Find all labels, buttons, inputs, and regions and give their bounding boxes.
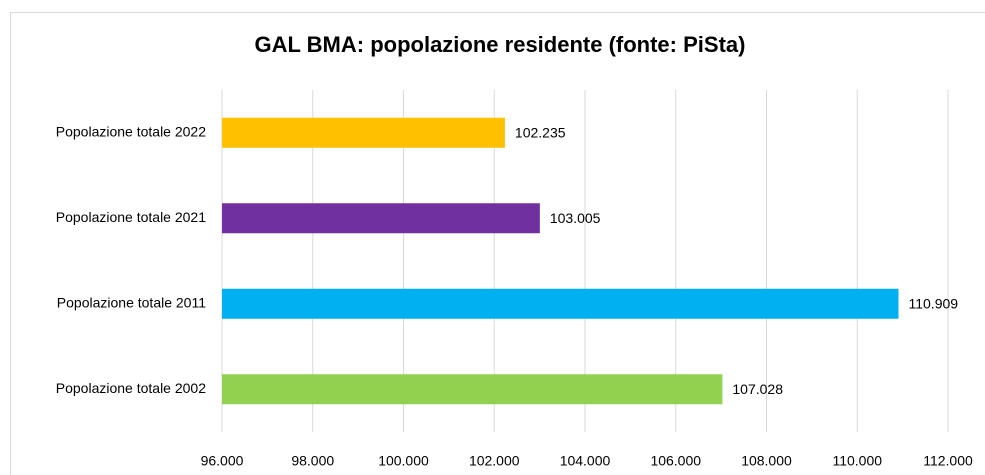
x-tick-label: 104.000 <box>560 453 611 469</box>
y-tick-label: Popolazione totale 2002 <box>56 380 206 396</box>
x-tick-label: 106.000 <box>650 453 701 469</box>
x-tick-label: 100.000 <box>378 453 429 469</box>
y-tick-label: Popolazione totale 2022 <box>56 123 206 139</box>
x-tick-label: 108.000 <box>741 453 792 469</box>
value-label: 102.235 <box>515 124 566 140</box>
value-label: 107.028 <box>732 381 783 397</box>
y-tick-label: Popolazione totale 2011 <box>57 294 206 310</box>
value-label: 103.005 <box>550 210 601 226</box>
x-tick-label: 110.000 <box>832 453 882 469</box>
y-tick-label: Popolazione totale 2021 <box>56 209 206 225</box>
x-tick-label: 112.000 <box>923 453 973 469</box>
chart-frame <box>10 12 985 475</box>
x-tick-label: 102.000 <box>469 453 520 469</box>
chart-title: GAL BMA: popolazione residente (fonte: P… <box>255 32 746 57</box>
bar <box>222 288 899 319</box>
x-tick-label: 98.000 <box>291 453 334 469</box>
x-tick-label: 96.000 <box>201 453 244 469</box>
value-label: 110.909 <box>908 295 958 311</box>
bar <box>222 117 505 148</box>
bar <box>222 374 723 405</box>
bar <box>222 203 540 234</box>
